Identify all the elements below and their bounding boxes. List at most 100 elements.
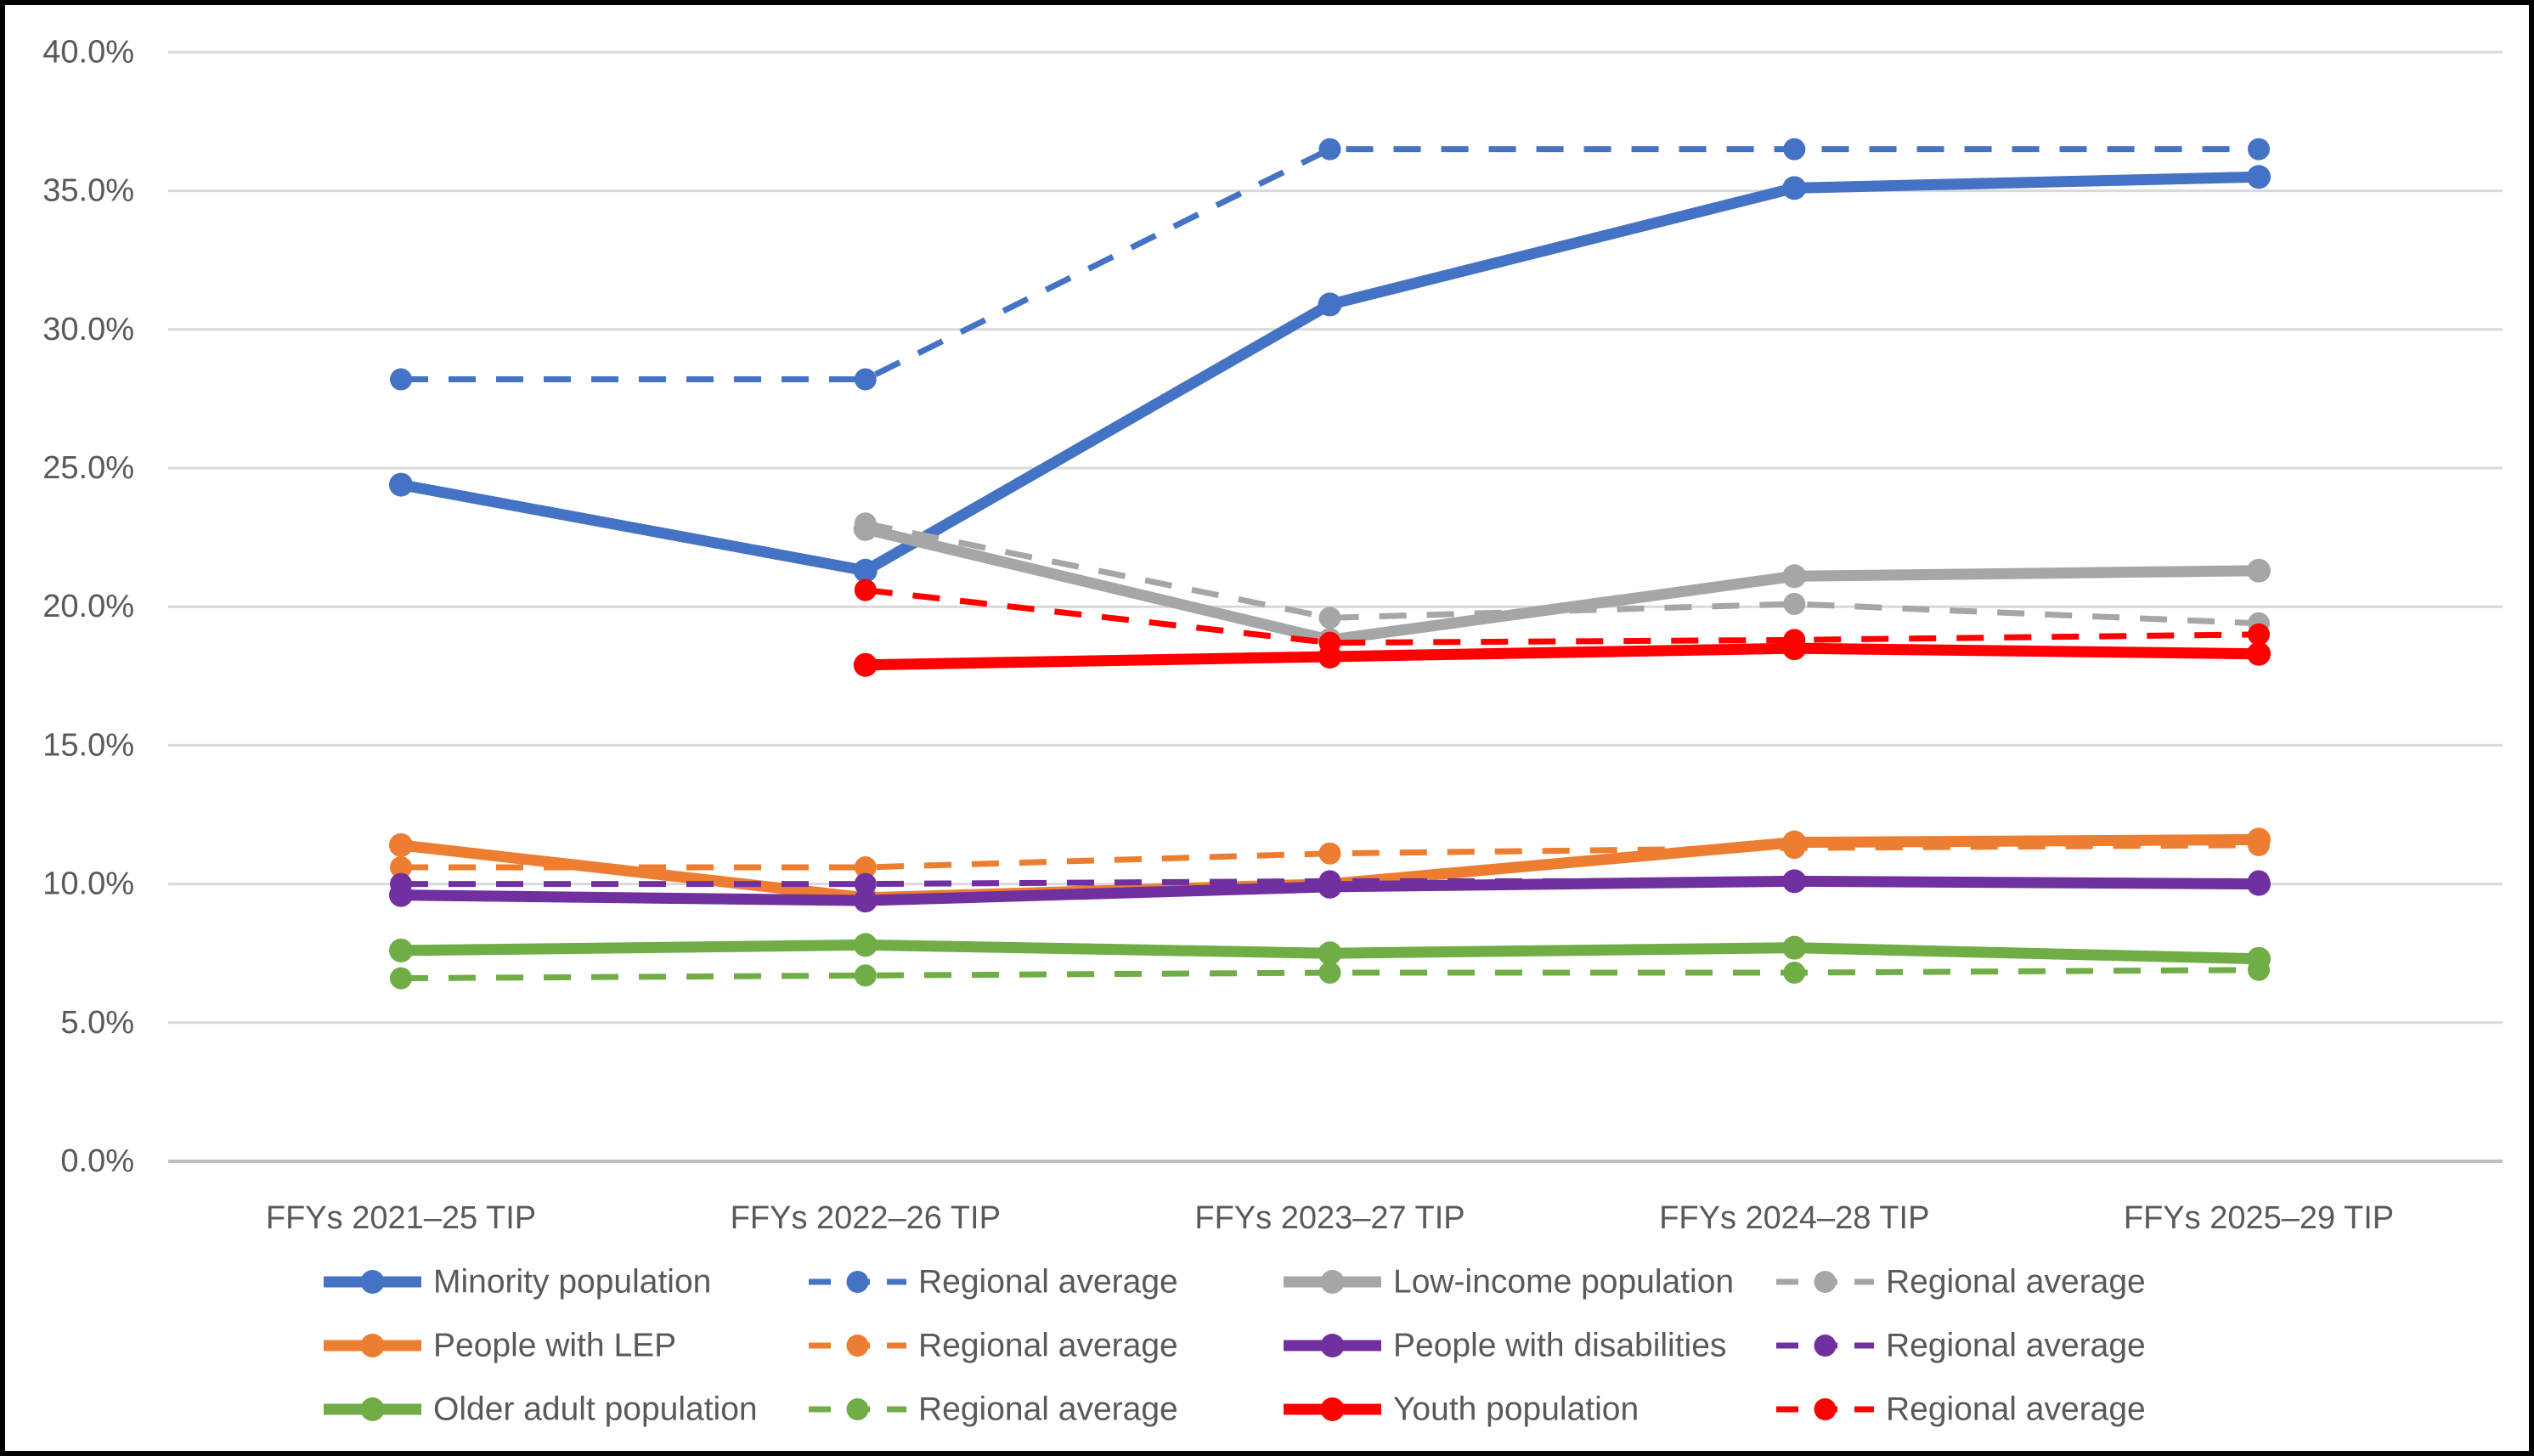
- data-point: [1318, 842, 1341, 865]
- legend-label: Regional average: [1886, 1328, 2146, 1364]
- gridlines: [168, 50, 2503, 1163]
- legend-label: Regional average: [1886, 1264, 2146, 1301]
- legend-marker: [1320, 1270, 1345, 1294]
- data-point: [1783, 962, 1806, 985]
- data-point: [1783, 870, 1806, 893]
- x-axis-category-label: FFYs 2024–28 TIP: [1659, 1200, 1929, 1236]
- data-point: [2248, 833, 2270, 856]
- data-point: [2248, 958, 2270, 981]
- legend-label: People with LEP: [433, 1328, 676, 1364]
- legend-item: Low-income population: [1284, 1264, 1734, 1301]
- data-point: [2247, 165, 2271, 189]
- y-axis-tick-label: 0.0%: [60, 1143, 134, 1179]
- data-point: [854, 964, 877, 987]
- legend-item: People with LEP: [324, 1328, 676, 1364]
- data-point: [2247, 641, 2271, 666]
- data-point: [389, 472, 413, 497]
- y-axis-tick-label: 15.0%: [42, 727, 134, 763]
- legend-marker: [360, 1334, 385, 1357]
- legend-marker: [846, 1271, 869, 1293]
- legend-item: Youth population: [1284, 1391, 1639, 1428]
- legend-item: Regional average: [809, 1264, 1178, 1301]
- data-point: [1783, 629, 1806, 652]
- series-line-dashed-regional-average: [401, 146, 2259, 383]
- data-point: [2247, 558, 2271, 583]
- legend-label: People with disabilities: [1393, 1328, 1726, 1364]
- data-point: [1318, 138, 1341, 161]
- legend-label: Low-income population: [1393, 1264, 1734, 1301]
- data-point: [853, 889, 878, 913]
- data-point: [1782, 564, 1807, 589]
- data-point: [390, 967, 412, 990]
- data-point: [854, 368, 877, 391]
- data-point: [853, 933, 878, 957]
- series-line-youth-population: [865, 642, 2260, 671]
- data-point: [854, 512, 877, 535]
- data-point: [389, 832, 413, 857]
- legend-item: Regional average: [1776, 1264, 2146, 1301]
- data-point: [390, 856, 412, 879]
- data-point: [1318, 292, 1342, 317]
- series-lines: [389, 138, 2271, 990]
- data-point: [854, 578, 877, 601]
- data-point: [853, 558, 878, 583]
- data-point: [2248, 870, 2270, 893]
- legend-item: Older adult population: [324, 1391, 758, 1428]
- legend-label: Youth population: [1393, 1391, 1639, 1428]
- data-point: [1782, 935, 1807, 960]
- legend-marker: [1814, 1398, 1837, 1420]
- legend-marker: [1320, 1397, 1345, 1421]
- tip-equity-line-chart: 0.0% 5.0% 10.0% 15.0% 20.0% 25.0% 30.0% 35.0% 40…: [42, 34, 2503, 1428]
- data-point: [1783, 592, 1806, 615]
- legend-marker: [1320, 1334, 1345, 1357]
- legend-marker: [846, 1335, 869, 1357]
- series-line-dashed-regional-average: [865, 587, 2260, 646]
- legend-item: Regional average: [1776, 1328, 2146, 1364]
- x-axis-category-label: FFYs 2025–29 TIP: [2124, 1200, 2394, 1236]
- data-point: [390, 872, 412, 895]
- data-point: [1318, 870, 1341, 893]
- chart-legend: Minority population Regional average Low-i…: [324, 1264, 2146, 1428]
- legend-label: Older adult population: [433, 1391, 758, 1428]
- data-point: [390, 368, 412, 391]
- legend-item: Regional average: [809, 1391, 1178, 1428]
- x-axis-category-label: FFYs 2022–26 TIP: [731, 1200, 1001, 1236]
- legend-label: Regional average: [918, 1264, 1178, 1301]
- x-axis-category-label: FFYs 2023–27 TIP: [1194, 1200, 1465, 1236]
- legend-label: Regional average: [918, 1391, 1178, 1428]
- y-axis-tick-label: 20.0%: [42, 589, 134, 624]
- legend-label: Minority population: [433, 1264, 711, 1301]
- data-point: [1318, 941, 1342, 966]
- data-point: [1318, 962, 1341, 985]
- legend-marker: [360, 1397, 385, 1421]
- data-point: [1783, 138, 1806, 161]
- data-point: [2248, 138, 2270, 161]
- legend-label: Regional average: [1886, 1391, 2146, 1428]
- legend-marker: [1814, 1335, 1837, 1357]
- data-point: [854, 856, 877, 879]
- data-point: [1782, 176, 1807, 200]
- y-axis-tick-label: 35.0%: [42, 173, 134, 209]
- y-axis-tick-labels: 0.0% 5.0% 10.0% 15.0% 20.0% 25.0% 30.0% 35.0% 40…: [42, 34, 134, 1179]
- series-line-minority-population: [399, 171, 2260, 577]
- data-point: [854, 872, 877, 895]
- data-point: [1318, 607, 1341, 629]
- y-axis-tick-label: 25.0%: [42, 450, 134, 486]
- data-point: [1318, 631, 1341, 654]
- x-axis-category-labels: FFYs 2021–25 TIP FFYs 2022–26 TIP FFYs 202…: [266, 1200, 2394, 1236]
- data-point: [1783, 837, 1806, 860]
- x-axis-category-label: FFYs 2021–25 TIP: [266, 1200, 536, 1236]
- legend-marker: [846, 1398, 869, 1420]
- data-point: [389, 938, 413, 962]
- legend-item: People with disabilities: [1284, 1328, 1726, 1364]
- data-point: [2248, 623, 2270, 646]
- legend-marker: [1814, 1271, 1837, 1293]
- y-axis-tick-label: 10.0%: [42, 866, 134, 902]
- legend-label: Regional average: [918, 1328, 1178, 1364]
- legend-item: Regional average: [1776, 1391, 2146, 1428]
- series-line-low-income-population: [864, 523, 2260, 646]
- legend-marker: [360, 1270, 385, 1294]
- legend-item: Regional average: [809, 1328, 1178, 1364]
- data-point: [853, 652, 878, 677]
